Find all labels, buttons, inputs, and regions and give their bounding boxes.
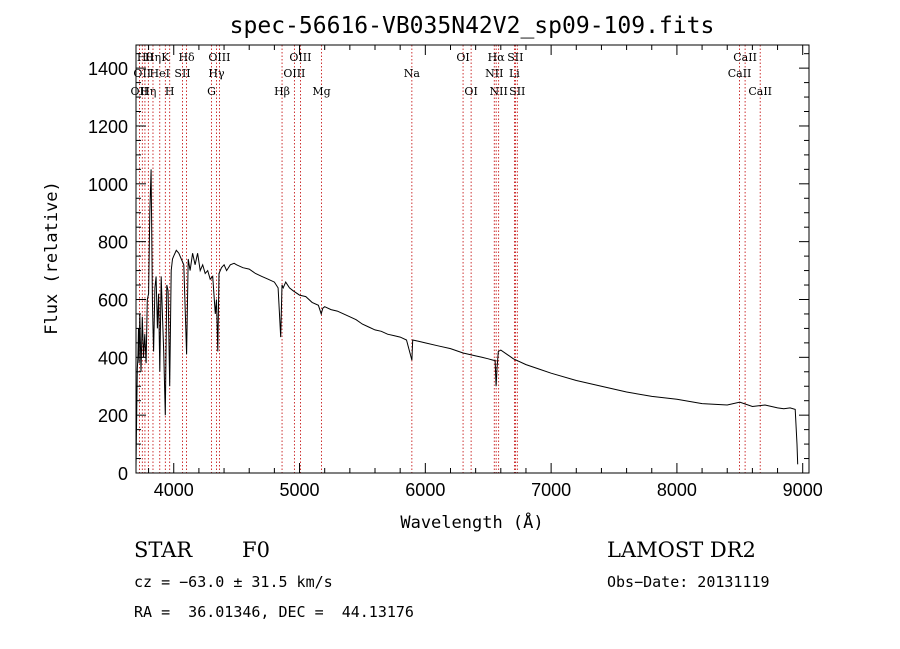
spectral-line-label: OI xyxy=(464,85,477,98)
y-tick-label: 1400 xyxy=(88,59,128,79)
y-tick-label: 1000 xyxy=(88,175,128,195)
spectral-line-label: HeI xyxy=(150,67,170,80)
spectral-line-label: CaII xyxy=(728,67,752,80)
y-axis-ticks: 0 200 400 600 800 1000 1200 1400 xyxy=(88,53,809,484)
spectral-line-label: H xyxy=(165,85,175,98)
y-tick-label: 400 xyxy=(98,348,128,368)
y-tick-label: 800 xyxy=(98,233,128,253)
y-tick-label: 1200 xyxy=(88,117,128,137)
star-subclass: F0 xyxy=(242,538,270,562)
spectral-line-label: CaII xyxy=(748,85,772,98)
x-axis-ticks: 4000 5000 6000 7000 8000 9000 xyxy=(148,45,823,500)
spectral-line-label: Hα xyxy=(488,51,506,64)
y-tick-label: 0 xyxy=(118,464,128,484)
spectral-line-label: Hδ xyxy=(178,51,195,64)
spectral-line-labels: OIIOIIHθHηHηHeIKHSIIHδGHγOIIIHβOIIIOIIIM… xyxy=(131,51,772,98)
x-tick-label: 7000 xyxy=(531,480,571,500)
spectral-line-label: OII xyxy=(133,67,151,80)
spectral-line-label: Mg xyxy=(312,85,330,98)
spectral-line-markers xyxy=(138,45,761,473)
spectral-line-label: Na xyxy=(404,67,421,80)
x-tick-label: 9000 xyxy=(783,480,823,500)
x-tick-label: 4000 xyxy=(154,480,194,500)
spectrum-line xyxy=(135,169,799,468)
plot-frame xyxy=(135,44,810,474)
redshift-cz: cz = −63.0 ± 31.5 km/s xyxy=(134,573,333,591)
spectral-line-label: NII xyxy=(485,67,503,80)
spectral-line-label: SII xyxy=(509,85,525,98)
spectral-line-label: OIII xyxy=(289,51,311,64)
x-tick-label: 6000 xyxy=(405,480,445,500)
spectral-line-label: Hη xyxy=(140,85,156,98)
spectral-line-label: Hη xyxy=(145,51,161,64)
obs-date: Obs−Date: 20131119 xyxy=(607,573,770,591)
spectral-line-label: SII xyxy=(507,51,523,64)
survey-name: LAMOST DR2 xyxy=(607,538,756,562)
y-tick-label: 600 xyxy=(98,290,128,310)
coordinates: RA = 36.01346, DEC = 44.13176 xyxy=(134,603,414,621)
spectral-line-label: OI xyxy=(456,51,469,64)
spectral-line-label: CaII xyxy=(733,51,757,64)
spectral-line-label: OIII xyxy=(208,51,230,64)
chart-title: spec-56616-VB035N42V2_sp09-109.fits xyxy=(230,13,715,39)
spectral-line-label: NII xyxy=(490,85,508,98)
y-axis-label: Flux (relative) xyxy=(42,181,62,335)
spectral-line-label: SII xyxy=(174,67,190,80)
x-tick-label: 8000 xyxy=(657,480,697,500)
spectral-line-label: Li xyxy=(509,67,520,80)
spectral-line-label: OIII xyxy=(283,67,305,80)
spectral-line-label: Hγ xyxy=(208,67,225,80)
spectral-line-label: Hθ xyxy=(137,51,154,64)
star-class: STAR xyxy=(134,538,193,562)
x-tick-label: 5000 xyxy=(280,480,320,500)
y-tick-label: 200 xyxy=(98,406,128,426)
spectral-line-label: OII xyxy=(131,85,149,98)
x-axis-label: Wavelength (Å) xyxy=(400,511,543,533)
spectral-line-label: K xyxy=(161,51,170,64)
spectral-line-label: G xyxy=(207,85,216,98)
spectral-line-label: Hβ xyxy=(274,85,290,98)
